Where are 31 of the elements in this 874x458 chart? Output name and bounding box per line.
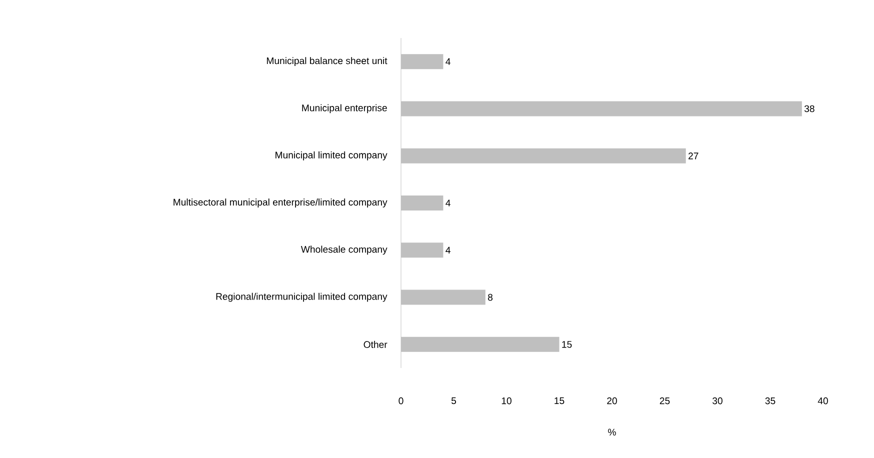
data-label: 15 <box>562 341 572 348</box>
x-tick-label: 20 <box>607 397 617 404</box>
x-axis-title: % <box>608 428 616 436</box>
data-label: 4 <box>446 200 450 206</box>
y-tick-label: Municipal limited company <box>276 151 388 160</box>
data-label: 27 <box>688 152 698 160</box>
data-label: 4 <box>446 58 450 65</box>
bar <box>401 242 444 258</box>
x-tick-label: 35 <box>765 397 776 404</box>
x-tick-label: 5 <box>451 397 456 404</box>
bar <box>401 290 486 305</box>
bar <box>401 54 444 70</box>
data-label: 38 <box>804 105 814 112</box>
x-tick-label: 40 <box>818 397 828 404</box>
x-tick-label: 10 <box>502 397 512 404</box>
data-label: 4 <box>446 246 450 254</box>
x-tick-label: 25 <box>660 397 670 404</box>
bar <box>401 148 686 164</box>
y-tick-label: Municipal enterprise <box>302 104 387 114</box>
bar <box>401 336 560 352</box>
y-tick-label: Municipal balance sheet unit <box>266 57 388 66</box>
data-label: 8 <box>488 294 493 301</box>
y-tick-label: Regional/intermunicipal limited company <box>216 292 388 302</box>
x-tick-label: 30 <box>712 397 722 404</box>
y-tick-label: Wholesale company <box>300 246 388 255</box>
x-tick-label: 0 <box>398 397 404 404</box>
bar <box>401 196 444 211</box>
y-tick-label: Other <box>364 340 388 348</box>
y-tick-label: Multisectoral municipal enterprise/limited company <box>174 198 388 208</box>
bar <box>401 101 802 116</box>
x-tick-label: 15 <box>554 397 564 404</box>
